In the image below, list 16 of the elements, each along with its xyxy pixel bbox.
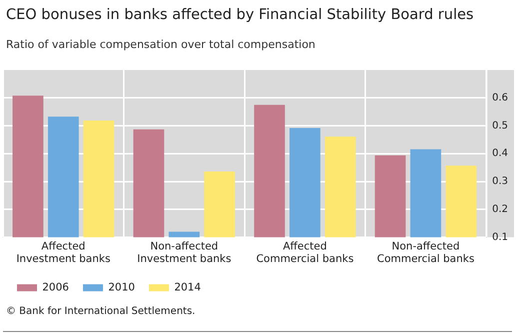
legend-label: 2014 bbox=[174, 281, 202, 294]
y-tick-label: 0.1 bbox=[492, 232, 508, 243]
x-tick-label: Affected Commercial banks bbox=[256, 240, 354, 265]
y-tick-label: 0.5 bbox=[492, 120, 508, 132]
chart-subtitle: Ratio of variable compensation over total compensation bbox=[6, 38, 316, 51]
text: © Bank for International Settlements. bbox=[6, 306, 196, 317]
y-tick-label: 0.4 bbox=[492, 148, 508, 160]
legend-label: 2006 bbox=[42, 281, 70, 294]
x-tick-label: Non-affected Commercial banks bbox=[376, 240, 474, 265]
y-tick-label: 0.3 bbox=[492, 176, 508, 188]
y-tick-label: 0.6 bbox=[492, 92, 508, 104]
legend-label: 2010 bbox=[108, 281, 135, 294]
chart-title: CEO bonuses in banks affected by Financial Stability Board rules bbox=[6, 7, 474, 23]
y-tick-label: 0.2 bbox=[492, 204, 508, 216]
x-tick-label: Affected Investment banks bbox=[16, 240, 110, 265]
x-tick-label: Non-affected Investment banks bbox=[137, 240, 232, 265]
